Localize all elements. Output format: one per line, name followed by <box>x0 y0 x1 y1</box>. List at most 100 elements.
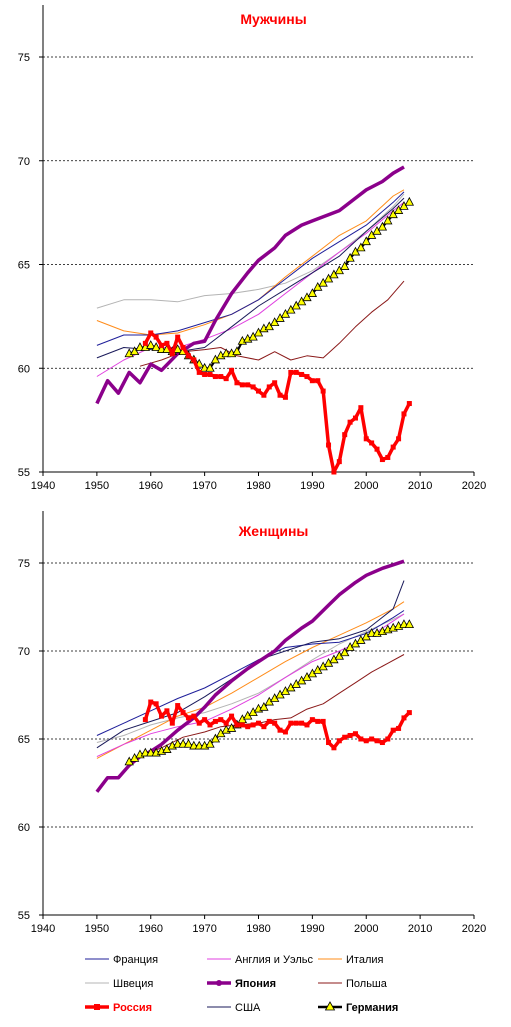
data-point-russia <box>266 384 272 390</box>
data-point-russia <box>320 388 326 394</box>
data-point-germany <box>205 362 215 372</box>
y-tick-label: 70 <box>18 646 30 658</box>
series-usa <box>96 197 405 359</box>
y-tick-label: 60 <box>18 363 30 375</box>
chart-title: Женщины <box>238 523 309 539</box>
data-point-russia <box>385 454 391 460</box>
y-tick-label: 65 <box>18 260 30 272</box>
data-point-russia <box>148 699 154 705</box>
data-point-russia <box>401 411 407 417</box>
data-point-russia <box>191 357 197 363</box>
data-point-russia <box>234 380 240 386</box>
data-point-russia <box>153 334 159 340</box>
data-point-russia <box>159 713 165 719</box>
data-point-germany <box>313 281 323 291</box>
data-point-russia <box>309 378 315 384</box>
legend-entry-germany: Германия <box>318 1001 398 1014</box>
data-point-russia <box>342 432 348 438</box>
data-point-russia <box>196 369 202 375</box>
data-point-russia <box>293 720 299 726</box>
data-point-russia <box>347 419 353 425</box>
data-point-russia <box>304 374 310 380</box>
legend-marker <box>324 1001 336 1011</box>
series-line-sweden <box>96 613 405 743</box>
data-point-russia <box>266 718 272 724</box>
data-point-russia <box>175 334 181 340</box>
data-point-russia <box>223 376 229 382</box>
x-tick-label: 1990 <box>300 480 324 492</box>
data-point-russia <box>369 736 375 742</box>
data-point-germany <box>361 236 371 246</box>
series-line-italy <box>96 189 405 336</box>
data-point-germany <box>404 196 415 206</box>
x-tick-label: 1960 <box>139 480 163 492</box>
data-point-russia <box>245 382 251 388</box>
x-tick-label: 1940 <box>31 923 55 935</box>
data-point-germany <box>345 252 355 262</box>
data-point-russia <box>336 459 342 465</box>
data-point-russia <box>396 436 402 442</box>
series-line-poland <box>139 280 405 367</box>
series-line-italy <box>96 601 405 759</box>
data-point-russia <box>261 724 267 730</box>
data-point-russia <box>229 713 235 719</box>
data-point-germany <box>377 221 388 231</box>
legend-entry-sweden: Швеция <box>85 978 153 990</box>
y-tick-label: 55 <box>18 467 30 479</box>
data-point-germany <box>340 261 350 270</box>
x-tick-label: 2000 <box>354 923 378 935</box>
data-point-russia <box>207 722 213 728</box>
data-point-russia <box>202 717 208 723</box>
data-point-russia <box>153 701 159 707</box>
data-point-russia <box>148 330 154 336</box>
data-point-germany <box>393 205 404 214</box>
x-tick-label: 1970 <box>192 923 216 935</box>
data-point-germany <box>383 215 393 225</box>
data-point-germany <box>372 225 382 235</box>
legend-label: Япония <box>235 978 276 990</box>
data-point-russia <box>202 371 208 377</box>
data-point-russia <box>277 392 283 398</box>
data-point-russia <box>164 340 170 346</box>
data-point-russia <box>358 736 364 742</box>
legend-entry-france: Франция <box>85 954 158 966</box>
chart-title: Мужчины <box>240 11 306 27</box>
data-point-russia <box>347 732 353 738</box>
series-russia <box>142 699 412 751</box>
data-point-russia <box>218 717 224 723</box>
x-tick-label: 1980 <box>246 923 270 935</box>
data-point-russia <box>212 718 218 724</box>
data-point-russia <box>142 717 148 723</box>
series-italy <box>96 189 405 336</box>
data-point-russia <box>282 729 288 735</box>
legend-entry-poland: Польша <box>318 978 388 990</box>
legend-label: Англия и Уэльс <box>235 954 313 966</box>
data-point-russia <box>358 405 364 411</box>
data-point-germany <box>259 701 269 711</box>
x-tick-label: 2010 <box>408 923 432 935</box>
data-point-russia <box>250 722 256 728</box>
data-point-russia <box>299 371 305 377</box>
series-poland <box>139 654 405 758</box>
data-point-germany <box>307 288 318 297</box>
data-point-russia <box>218 374 224 380</box>
data-point-russia <box>277 727 283 733</box>
legend-entry-england-wales: Англия и Уэльс <box>207 954 313 966</box>
data-point-russia <box>342 734 348 740</box>
y-tick-label: 65 <box>18 734 30 746</box>
series-line-japan <box>95 165 405 405</box>
data-point-russia <box>239 722 245 728</box>
series-line-germany <box>128 201 410 370</box>
x-tick-label: 1960 <box>139 923 163 935</box>
data-point-germany <box>183 738 194 748</box>
x-tick-label: 1940 <box>31 480 55 492</box>
data-point-russia <box>191 713 197 719</box>
data-point-russia <box>175 703 181 709</box>
data-point-russia <box>272 380 278 386</box>
legend-label: Польша <box>346 978 388 990</box>
series-poland <box>139 280 405 367</box>
y-tick-label: 75 <box>18 52 30 64</box>
data-point-russia <box>288 369 294 375</box>
x-tick-label: 1970 <box>192 480 216 492</box>
legend-label: Италия <box>346 954 384 966</box>
